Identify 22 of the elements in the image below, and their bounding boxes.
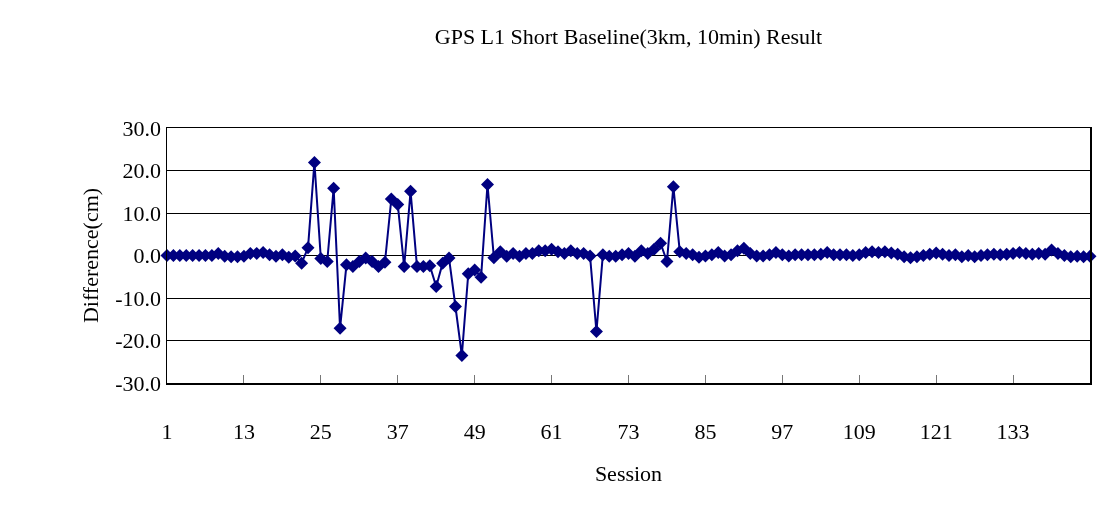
- y-tick-label: -30.0: [115, 370, 162, 396]
- y-tick-label: 10.0: [122, 200, 162, 226]
- x-tick-label: 1: [161, 418, 173, 444]
- y-tick-label: -20.0: [115, 328, 162, 354]
- x-tick-label: 13: [232, 418, 255, 444]
- x-tick-label: 109: [842, 418, 876, 444]
- y-axis-title: Difference(cm): [78, 187, 104, 324]
- x-axis-title: Session: [594, 460, 663, 486]
- x-tick-label: 25: [309, 418, 332, 444]
- y-tick-label: -10.0: [115, 285, 162, 311]
- x-tick-label: 37: [386, 418, 409, 444]
- chart-title: GPS L1 Short Baseline(3km, 10min) Result: [434, 24, 823, 50]
- y-tick-label: 30.0: [122, 115, 162, 141]
- y-tick-label: 0.0: [133, 243, 162, 269]
- x-tick-label: 85: [694, 418, 717, 444]
- x-tick-label: 49: [463, 418, 486, 444]
- x-tick-label: 73: [617, 418, 640, 444]
- x-tick-label: 97: [771, 418, 794, 444]
- y-tick-label: 20.0: [122, 158, 162, 184]
- x-tick-label: 61: [540, 418, 563, 444]
- x-tick-label: 133: [996, 418, 1030, 444]
- x-tick-label: 121: [919, 418, 953, 444]
